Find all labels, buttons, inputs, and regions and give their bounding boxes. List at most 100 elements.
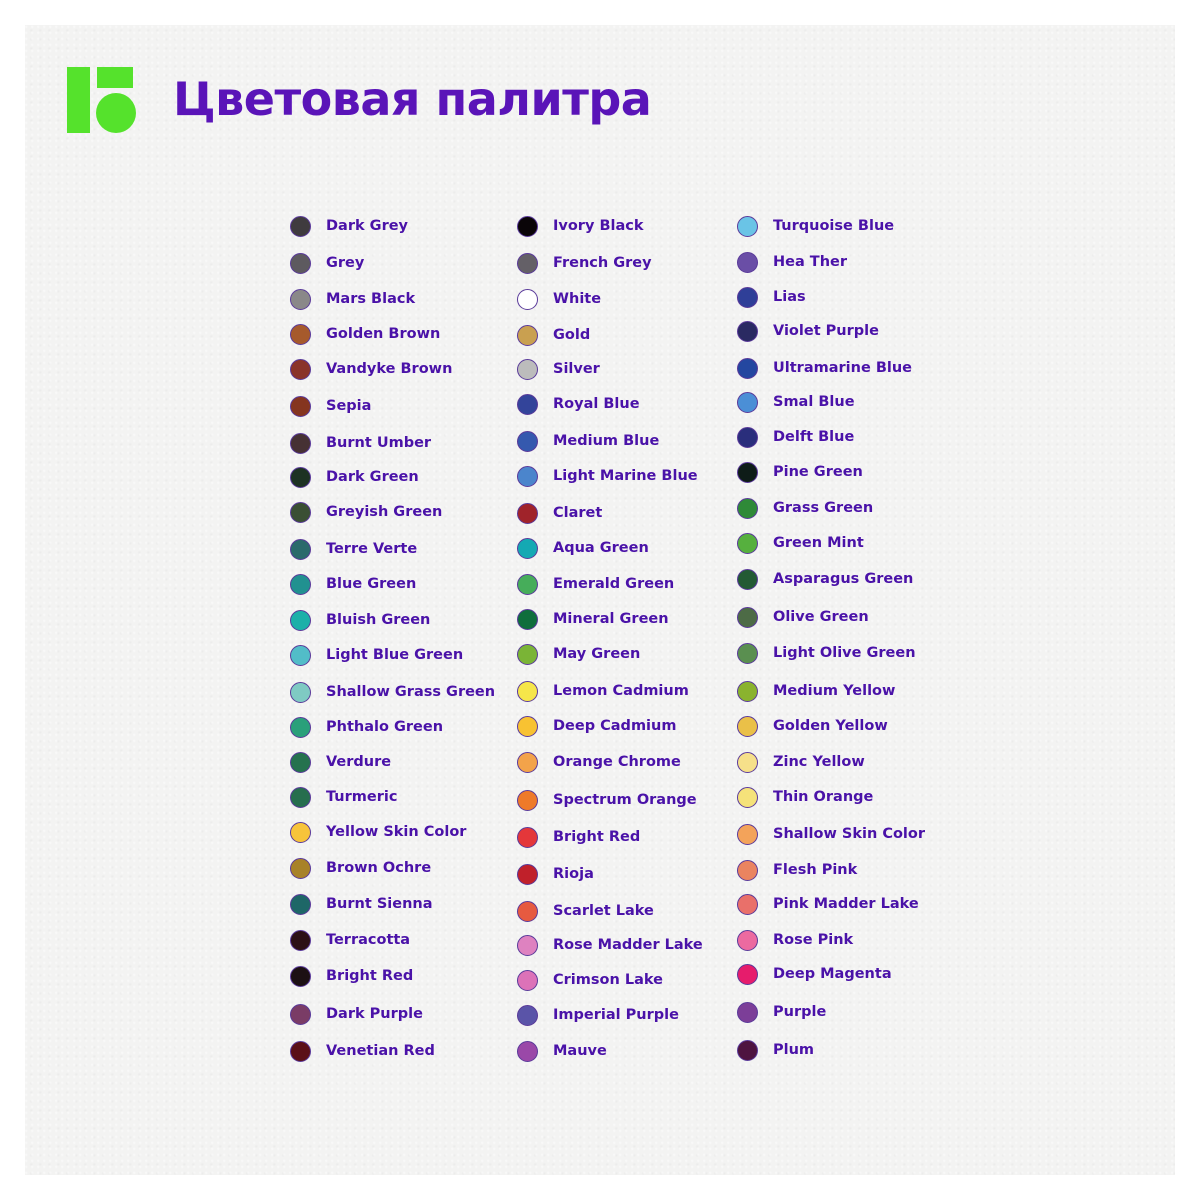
color-dot <box>737 1039 758 1061</box>
color-label: May Green <box>553 646 641 662</box>
color-label: Violet Purple <box>773 323 879 339</box>
color-dot <box>517 502 538 524</box>
color-swatch-item: Shallow Skin Color <box>737 822 925 846</box>
color-dot <box>517 288 538 310</box>
color-label: Bright Red <box>553 829 641 845</box>
color-dot <box>517 789 538 811</box>
color-dot <box>737 606 758 628</box>
color-swatch-item: Delft Blue <box>737 425 854 449</box>
color-swatch-item: Turquoise Blue <box>737 214 894 238</box>
color-swatch-item: Rose Madder Lake <box>517 933 703 957</box>
color-swatch-item: Dark Grey <box>290 214 408 238</box>
color-swatch-item: Aqua Green <box>517 536 649 560</box>
color-label: Dark Purple <box>326 1006 423 1022</box>
color-swatch-item: Purple <box>737 1000 826 1024</box>
color-label: Lemon Cadmium <box>553 683 689 699</box>
color-dot <box>290 821 311 843</box>
color-swatch-item: French Grey <box>517 251 652 275</box>
color-label: Green Mint <box>773 535 864 551</box>
color-dot <box>737 497 758 519</box>
color-swatch-item: Zinc Yellow <box>737 750 865 774</box>
color-dot <box>290 358 311 380</box>
logo-circle <box>96 93 136 133</box>
color-label: Zinc Yellow <box>773 754 865 770</box>
color-label: Flesh Pink <box>773 862 858 878</box>
color-dot <box>517 430 538 452</box>
color-dot <box>290 466 311 488</box>
color-dot <box>290 857 311 879</box>
color-swatch-item: White <box>517 287 601 311</box>
color-dot <box>290 573 311 595</box>
color-dot <box>290 929 311 951</box>
color-swatch-item: Sepia <box>290 394 371 418</box>
color-dot <box>737 215 758 237</box>
color-swatch-item: Emerald Green <box>517 572 674 596</box>
color-label: Plum <box>773 1042 815 1058</box>
color-swatch-item: Spectrum Orange <box>517 788 697 812</box>
color-label: Spectrum Orange <box>553 792 697 808</box>
color-swatch-item: Light Olive Green <box>737 641 916 665</box>
color-dot <box>517 1004 538 1026</box>
color-label: Bright Red <box>326 968 414 984</box>
color-swatch-item: Mineral Green <box>517 607 669 631</box>
color-swatch-item: Shallow Grass Green <box>290 680 495 704</box>
color-swatch-item: Pine Green <box>737 460 863 484</box>
color-label: Brown Ochre <box>326 860 432 876</box>
color-label: Emerald Green <box>553 576 675 592</box>
color-swatch-item: Grey <box>290 251 364 275</box>
color-label: Medium Yellow <box>773 683 896 699</box>
color-label: Golden Yellow <box>773 718 888 734</box>
color-dot <box>290 323 311 345</box>
color-label: Grey <box>326 255 365 271</box>
color-label: Turquoise Blue <box>773 218 895 234</box>
color-swatch-item: Blue Green <box>290 572 416 596</box>
color-dot <box>290 609 311 631</box>
color-label: Sepia <box>326 398 372 414</box>
color-swatch-item: Olive Green <box>737 605 869 629</box>
color-label: Imperial Purple <box>553 1007 679 1023</box>
color-dot <box>737 786 758 808</box>
color-dot <box>737 893 758 915</box>
color-swatch-item: Yellow Skin Color <box>290 820 466 844</box>
color-label: Light Blue Green <box>326 647 464 663</box>
color-swatch-item: Burnt Sienna <box>290 892 433 916</box>
color-label: Golden Brown <box>326 326 441 342</box>
color-dot <box>737 320 758 342</box>
color-label: Light Olive Green <box>773 645 916 661</box>
color-label: Pine Green <box>773 464 863 480</box>
color-swatch-item: Asparagus Green <box>737 567 913 591</box>
color-dot <box>290 538 311 560</box>
color-label: Gold <box>553 327 591 343</box>
color-dot <box>290 965 311 987</box>
color-swatch-item: Orange Chrome <box>517 750 681 774</box>
color-label: French Grey <box>553 255 652 271</box>
color-dot <box>290 644 311 666</box>
color-dot <box>290 1040 311 1062</box>
color-dot <box>517 715 538 737</box>
color-label: Burnt Umber <box>326 435 432 451</box>
color-swatch-item: Green Mint <box>737 531 864 555</box>
color-dot <box>737 963 758 985</box>
color-dot <box>737 286 758 308</box>
color-label: Mauve <box>553 1043 607 1059</box>
color-label: Shallow Skin Color <box>773 826 926 842</box>
color-dot <box>737 929 758 951</box>
color-swatch-item: Venetian Red <box>290 1039 435 1063</box>
color-dot <box>737 642 758 664</box>
color-dot <box>737 715 758 737</box>
color-dot <box>517 215 538 237</box>
color-dot <box>517 969 538 991</box>
color-swatch-item: Dark Purple <box>290 1002 423 1026</box>
color-dot <box>517 680 538 702</box>
color-dot <box>290 252 311 274</box>
color-label: Ultramarine Blue <box>773 360 913 376</box>
color-dot <box>517 537 538 559</box>
color-swatch-item: Plum <box>737 1038 814 1062</box>
color-swatch-item: Greyish Green <box>290 500 442 524</box>
color-dot <box>517 934 538 956</box>
color-dot <box>290 786 311 808</box>
color-dot <box>737 568 758 590</box>
color-swatch-item: Lemon Cadmium <box>517 679 689 703</box>
color-dot <box>737 680 758 702</box>
color-swatch-item: Claret <box>517 501 602 525</box>
